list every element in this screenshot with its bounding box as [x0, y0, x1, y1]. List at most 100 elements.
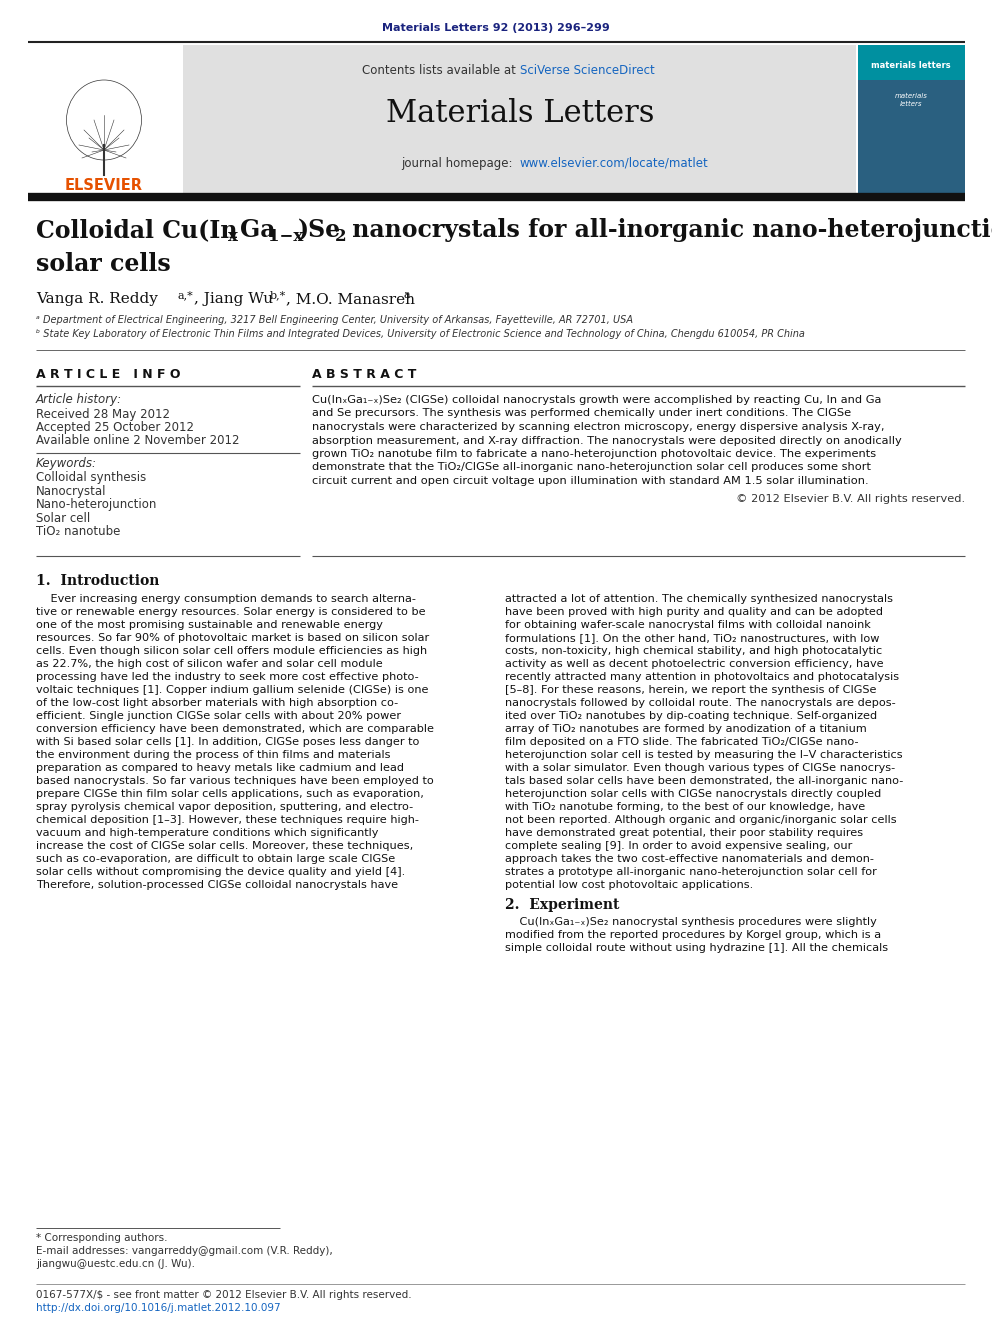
Text: A B S T R A C T: A B S T R A C T [312, 368, 417, 381]
Text: [5–8]. For these reasons, herein, we report the synthesis of CIGSe: [5–8]. For these reasons, herein, we rep… [505, 685, 877, 695]
Text: heterojunction solar cells with CIGSe nanocrystals directly coupled: heterojunction solar cells with CIGSe na… [505, 789, 881, 799]
Text: Ever increasing energy consumption demands to search alterna-: Ever increasing energy consumption deman… [36, 594, 416, 605]
Text: with Si based solar cells [1]. In addition, CIGSe poses less danger to: with Si based solar cells [1]. In additi… [36, 737, 420, 747]
Text: chemical deposition [1–3]. However, these techniques require high-: chemical deposition [1–3]. However, thes… [36, 815, 419, 826]
Text: formulations [1]. On the other hand, TiO₂ nanostructures, with low: formulations [1]. On the other hand, TiO… [505, 632, 880, 643]
Text: Keywords:: Keywords: [36, 456, 97, 470]
Text: one of the most promising sustainable and renewable energy: one of the most promising sustainable an… [36, 620, 383, 630]
Text: SciVerse ScienceDirect: SciVerse ScienceDirect [520, 64, 655, 77]
Text: Colloidal Cu(In: Colloidal Cu(In [36, 218, 237, 242]
Text: costs, non-toxicity, high chemical stability, and high photocatalytic: costs, non-toxicity, high chemical stabi… [505, 646, 882, 656]
Text: Vanga R. Reddy: Vanga R. Reddy [36, 292, 158, 306]
Text: based nanocrystals. So far various techniques have been employed to: based nanocrystals. So far various techn… [36, 777, 434, 786]
Text: have demonstrated great potential, their poor stability requires: have demonstrated great potential, their… [505, 828, 863, 837]
Text: Cu(InₓGa₁₋ₓ)Se₂ nanocrystal synthesis procedures were slightly: Cu(InₓGa₁₋ₓ)Se₂ nanocrystal synthesis pr… [505, 917, 877, 927]
Text: 2: 2 [335, 228, 346, 245]
Text: Therefore, solution-processed CIGSe colloidal nanocrystals have: Therefore, solution-processed CIGSe coll… [36, 880, 398, 890]
Text: heterojunction solar cell is tested by measuring the I–V characteristics: heterojunction solar cell is tested by m… [505, 750, 903, 759]
Text: b,*: b,* [270, 290, 287, 300]
Text: ᵇ State Key Laboratory of Electronic Thin Films and Integrated Devices, Universi: ᵇ State Key Laboratory of Electronic Thi… [36, 329, 805, 339]
Text: spray pyrolysis chemical vapor deposition, sputtering, and electro-: spray pyrolysis chemical vapor depositio… [36, 802, 413, 812]
Text: Nanocrystal: Nanocrystal [36, 484, 106, 497]
Text: * Corresponding authors.: * Corresponding authors. [36, 1233, 168, 1244]
Text: Nano-heterojunction: Nano-heterojunction [36, 497, 158, 511]
Text: and Se precursors. The synthesis was performed chemically under inert conditions: and Se precursors. The synthesis was per… [312, 409, 851, 418]
Text: )Se: )Se [298, 218, 341, 242]
Text: complete sealing [9]. In order to avoid expensive sealing, our: complete sealing [9]. In order to avoid … [505, 841, 852, 851]
Text: strates a prototype all-inorganic nano-heterojunction solar cell for: strates a prototype all-inorganic nano-h… [505, 867, 877, 877]
Text: of the low-cost light absorber materials with high absorption co-: of the low-cost light absorber materials… [36, 699, 398, 708]
Text: Contents lists available at: Contents lists available at [362, 64, 520, 77]
Text: processing have led the industry to seek more cost effective photo-: processing have led the industry to seek… [36, 672, 419, 681]
Text: conversion efficiency have been demonstrated, which are comparable: conversion efficiency have been demonstr… [36, 724, 434, 734]
Text: increase the cost of CIGSe solar cells. Moreover, these techniques,: increase the cost of CIGSe solar cells. … [36, 841, 414, 851]
Text: solar cells: solar cells [36, 251, 171, 277]
Text: activity as well as decent photoelectric conversion efficiency, have: activity as well as decent photoelectric… [505, 659, 884, 669]
Text: Materials Letters 92 (2013) 296–299: Materials Letters 92 (2013) 296–299 [382, 22, 610, 33]
Text: Materials Letters: Materials Letters [386, 98, 655, 128]
Text: www.elsevier.com/locate/matlet: www.elsevier.com/locate/matlet [520, 156, 708, 169]
Text: , M.O. Manasreh: , M.O. Manasreh [286, 292, 415, 306]
Bar [858, 79, 965, 194]
Text: © 2012 Elsevier B.V. All rights reserved.: © 2012 Elsevier B.V. All rights reserved… [736, 495, 965, 504]
Text: ELSEVIER: ELSEVIER [65, 179, 143, 193]
Text: Available online 2 November 2012: Available online 2 November 2012 [36, 434, 239, 447]
Text: for obtaining wafer-scale nanocrystal films with colloidal nanoink: for obtaining wafer-scale nanocrystal fi… [505, 620, 871, 630]
Text: E-mail addresses: vangarreddy@gmail.com (V.R. Reddy),: E-mail addresses: vangarreddy@gmail.com … [36, 1246, 332, 1256]
Text: not been reported. Although organic and organic/inorganic solar cells: not been reported. Although organic and … [505, 815, 897, 826]
Text: have been proved with high purity and quality and can be adopted: have been proved with high purity and qu… [505, 607, 883, 617]
Text: cells. Even though silicon solar cell offers module efficiencies as high: cells. Even though silicon solar cell of… [36, 646, 428, 656]
Text: TiO₂ nanotube: TiO₂ nanotube [36, 525, 120, 538]
Text: 2.  Experiment: 2. Experiment [505, 898, 619, 912]
Text: absorption measurement, and X-ray diffraction. The nanocrystals were deposited d: absorption measurement, and X-ray diffra… [312, 435, 902, 446]
Text: 1−x: 1−x [268, 228, 304, 245]
Text: the environment during the process of thin films and materials: the environment during the process of th… [36, 750, 391, 759]
Text: Cu(InₓGa₁₋ₓ)Se₂ (CIGSe) colloidal nanocrystals growth were accomplished by react: Cu(InₓGa₁₋ₓ)Se₂ (CIGSe) colloidal nanocr… [312, 396, 881, 405]
Text: Accepted 25 October 2012: Accepted 25 October 2012 [36, 421, 194, 434]
Text: A R T I C L E   I N F O: A R T I C L E I N F O [36, 368, 181, 381]
Bar [28, 45, 181, 194]
Bar [858, 45, 965, 194]
Text: as 22.7%, the high cost of silicon wafer and solar cell module: as 22.7%, the high cost of silicon wafer… [36, 659, 383, 669]
Text: journal homepage:: journal homepage: [401, 156, 520, 169]
Text: 0167-577X/$ - see front matter © 2012 Elsevier B.V. All rights reserved.: 0167-577X/$ - see front matter © 2012 El… [36, 1290, 412, 1301]
Text: prepare CIGSe thin film solar cells applications, such as evaporation,: prepare CIGSe thin film solar cells appl… [36, 789, 424, 799]
Text: Solar cell: Solar cell [36, 512, 90, 524]
Text: a: a [403, 290, 410, 300]
Text: Ga: Ga [240, 218, 276, 242]
Text: modified from the reported procedures by Korgel group, which is a: modified from the reported procedures by… [505, 930, 881, 941]
Text: film deposited on a FTO slide. The fabricated TiO₂/CIGSe nano-: film deposited on a FTO slide. The fabri… [505, 737, 858, 747]
Text: array of TiO₂ nanotubes are formed by anodization of a titanium: array of TiO₂ nanotubes are formed by an… [505, 724, 867, 734]
Text: approach takes the two cost-effective nanomaterials and demon-: approach takes the two cost-effective na… [505, 855, 874, 864]
Text: with a solar simulator. Even though various types of CIGSe nanocrys-: with a solar simulator. Even though vari… [505, 763, 895, 773]
Text: nanocrystals followed by colloidal route. The nanocrystals are depos-: nanocrystals followed by colloidal route… [505, 699, 896, 708]
Text: grown TiO₂ nanotube film to fabricate a nano-heterojunction photovoltaic device.: grown TiO₂ nanotube film to fabricate a … [312, 448, 876, 459]
Text: attracted a lot of attention. The chemically synthesized nanocrystals: attracted a lot of attention. The chemic… [505, 594, 893, 605]
Text: tals based solar cells have been demonstrated, the all-inorganic nano-: tals based solar cells have been demonst… [505, 777, 904, 786]
Text: ᵃ Department of Electrical Engineering, 3217 Bell Engineering Center, University: ᵃ Department of Electrical Engineering, … [36, 315, 633, 325]
Text: circuit current and open circuit voltage upon illumination with standard AM 1.5 : circuit current and open circuit voltage… [312, 476, 869, 486]
Text: recently attracted many attention in photovoltaics and photocatalysis: recently attracted many attention in pho… [505, 672, 899, 681]
Text: resources. So far 90% of photovoltaic market is based on silicon solar: resources. So far 90% of photovoltaic ma… [36, 632, 430, 643]
Bar [183, 45, 856, 194]
Text: efficient. Single junction CIGSe solar cells with about 20% power: efficient. Single junction CIGSe solar c… [36, 710, 401, 721]
Text: ited over TiO₂ nanotubes by dip-coating technique. Self-organized: ited over TiO₂ nanotubes by dip-coating … [505, 710, 877, 721]
Text: http://dx.doi.org/10.1016/j.matlet.2012.10.097: http://dx.doi.org/10.1016/j.matlet.2012.… [36, 1303, 281, 1312]
Text: such as co-evaporation, are difficult to obtain large scale CIGSe: such as co-evaporation, are difficult to… [36, 855, 395, 864]
Text: nanocrystals were characterized by scanning electron microscopy, energy dispersi: nanocrystals were characterized by scann… [312, 422, 885, 433]
Text: Colloidal synthesis: Colloidal synthesis [36, 471, 146, 484]
Text: Article history:: Article history: [36, 393, 122, 406]
Text: x: x [228, 228, 238, 245]
Text: 1.  Introduction: 1. Introduction [36, 574, 160, 587]
Text: voltaic techniques [1]. Copper indium gallium selenide (CIGSe) is one: voltaic techniques [1]. Copper indium ga… [36, 685, 429, 695]
Text: Received 28 May 2012: Received 28 May 2012 [36, 407, 170, 421]
Text: jiangwu@uestc.edu.cn (J. Wu).: jiangwu@uestc.edu.cn (J. Wu). [36, 1259, 195, 1269]
Text: a,*: a,* [178, 290, 193, 300]
Text: materials letters: materials letters [871, 61, 950, 70]
Text: potential low cost photovoltaic applications.: potential low cost photovoltaic applicat… [505, 880, 753, 890]
Text: demonstrate that the TiO₂/CIGSe all-inorganic nano-heterojunction solar cell pro: demonstrate that the TiO₂/CIGSe all-inor… [312, 463, 871, 472]
Text: vacuum and high-temperature conditions which significantly: vacuum and high-temperature conditions w… [36, 828, 378, 837]
Text: tive or renewable energy resources. Solar energy is considered to be: tive or renewable energy resources. Sola… [36, 607, 426, 617]
Text: , Jiang Wu: , Jiang Wu [194, 292, 273, 306]
Text: simple colloidal route without using hydrazine [1]. All the chemicals: simple colloidal route without using hyd… [505, 943, 888, 953]
